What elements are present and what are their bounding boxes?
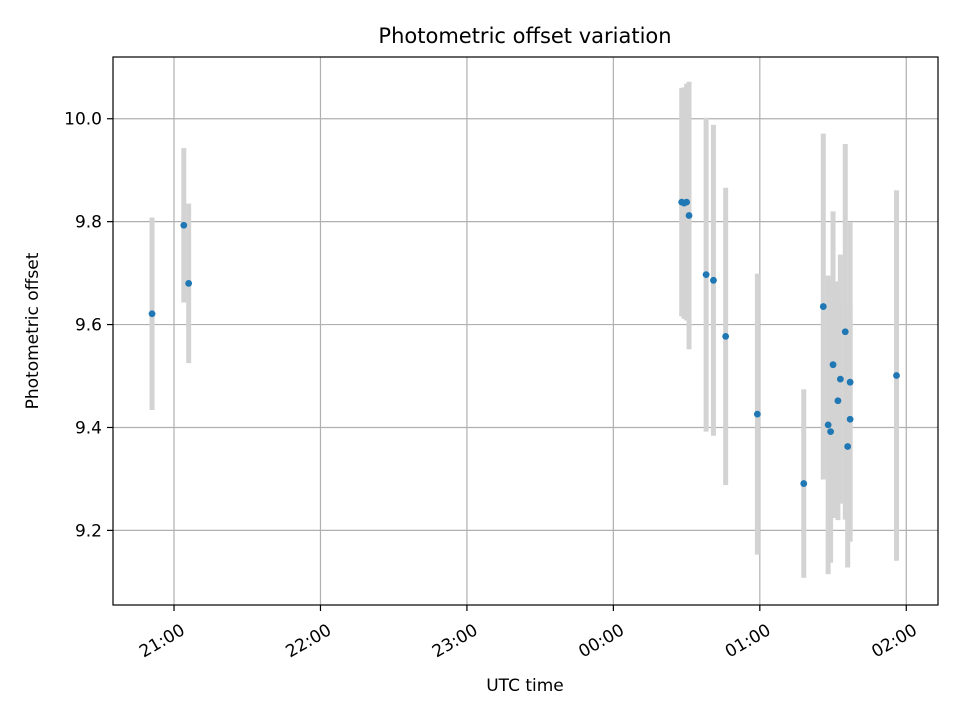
data-point	[827, 428, 835, 435]
plot-frame	[112, 56, 939, 606]
data-point	[683, 198, 690, 206]
y-axis-ticks: 9.2 9.4 9.6 9.8 10.0	[64, 110, 113, 541]
y-tick-label: 9.2	[75, 521, 102, 541]
data-point	[702, 271, 710, 279]
data-point	[710, 276, 717, 284]
data-point	[800, 480, 808, 487]
data-point	[819, 303, 827, 310]
x-axis-label: UTC time	[486, 676, 564, 696]
x-tick-label: 01:00	[722, 620, 774, 662]
data-point	[148, 310, 156, 318]
data-point	[846, 415, 854, 423]
x-tick-label: 22:00	[283, 620, 335, 662]
data-point	[844, 443, 852, 450]
data-point	[846, 378, 854, 386]
x-axis-ticks: 21:00 22:00 23:00 00:00 01:00 02:00	[136, 605, 921, 662]
y-tick-label: 9.6	[75, 316, 102, 336]
data-point	[753, 410, 761, 418]
x-tick-label: 00:00	[575, 620, 627, 662]
data-point	[836, 375, 844, 383]
y-tick-label: 9.8	[75, 213, 102, 233]
chart-title: Photometric offset variation	[378, 24, 671, 48]
x-tick-label: 23:00	[429, 620, 481, 662]
data-points	[148, 198, 900, 487]
data-point	[829, 361, 837, 369]
data-point	[824, 421, 832, 429]
data-point	[841, 328, 849, 336]
x-tick-label: 21:00	[136, 620, 188, 662]
grid	[113, 57, 938, 605]
y-tick-label: 10.0	[64, 110, 102, 130]
data-point	[185, 280, 193, 287]
data-point	[180, 221, 188, 229]
y-axis-label: Photometric offset	[23, 252, 43, 409]
data-point	[834, 397, 842, 405]
y-tick-label: 9.4	[75, 418, 102, 438]
x-tick-label: 02:00	[868, 620, 920, 662]
data-point	[722, 333, 730, 340]
data-point	[685, 212, 693, 219]
error-bars	[149, 81, 900, 578]
data-point	[893, 372, 900, 379]
